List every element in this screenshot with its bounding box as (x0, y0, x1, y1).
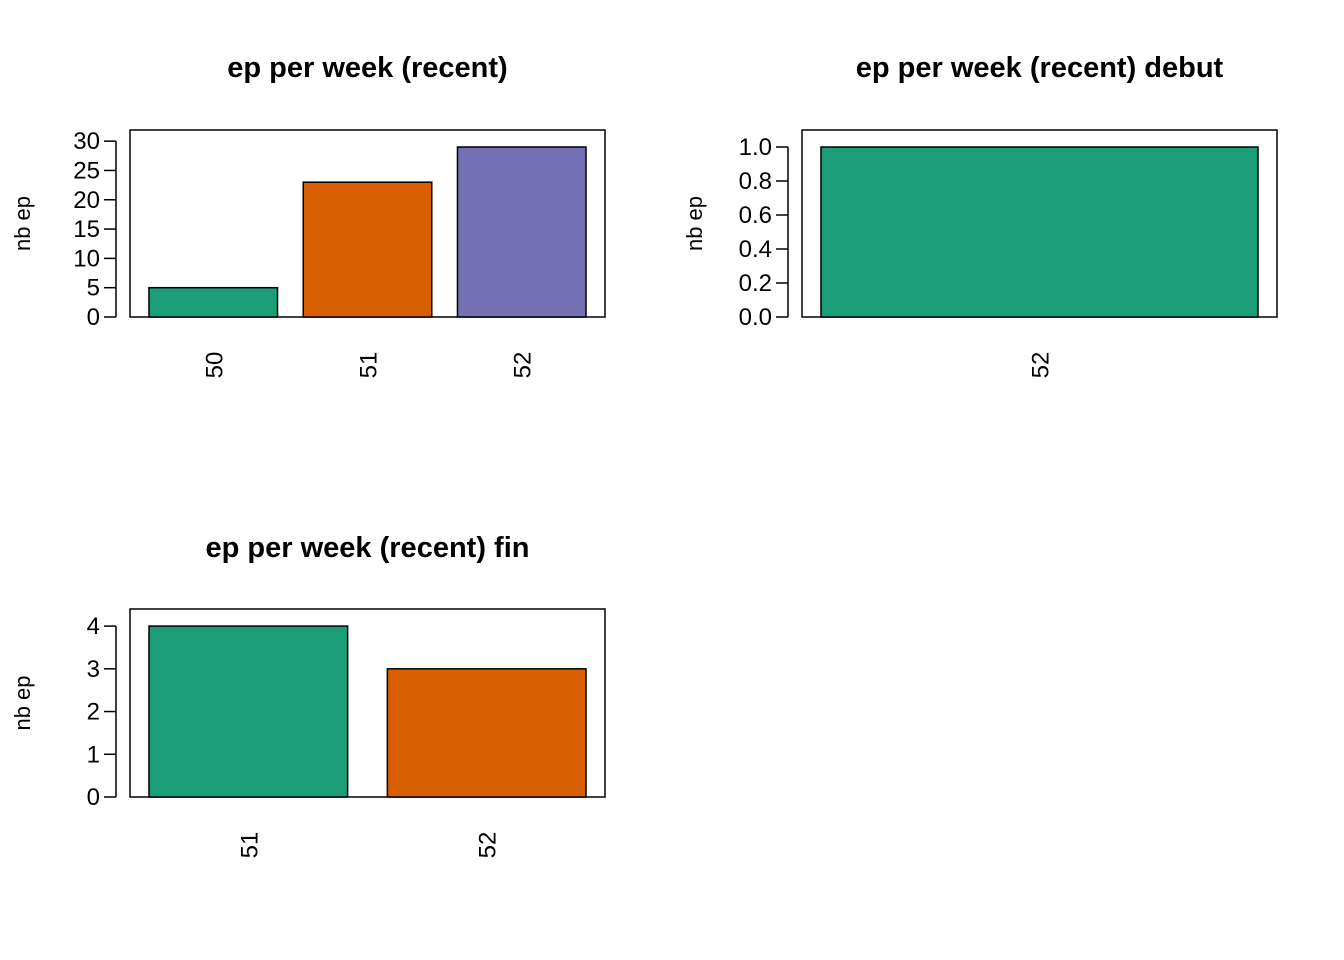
y-tick-label: 0.6 (739, 202, 772, 229)
y-tick-label: 0.8 (739, 168, 772, 195)
chart-panel-3: ep per week (recent) fin nb ep 51 52 0 1 2 3 4 (10, 532, 606, 859)
bar-51 (302, 181, 433, 318)
y-tick-label: 5 (87, 275, 100, 302)
y-tick-label: 20 (73, 187, 100, 214)
bar-52 (456, 146, 587, 318)
x-tick-label: 50 (201, 352, 228, 379)
y-tick-label: 3 (87, 656, 100, 683)
chart-title: ep per week (recent) (227, 52, 507, 84)
bar-52 (820, 146, 1259, 318)
x-tick-label: 51 (356, 352, 383, 379)
chart-panel-2: ep per week (recent) debut nb ep 52 0.0 0.2 0… (682, 52, 1278, 379)
y-tick-label: 15 (73, 216, 100, 243)
bar-51 (148, 625, 349, 798)
y-tick-label: 30 (73, 128, 100, 155)
y-tick-label: 0 (87, 784, 100, 811)
bar-50 (148, 286, 279, 318)
x-tick-label: 51 (236, 832, 263, 859)
y-tick-label: 0.4 (739, 236, 772, 263)
y-tick-label: 0.2 (739, 270, 772, 297)
bar-52 (386, 668, 587, 798)
x-tick-label: 52 (475, 832, 502, 859)
chart-title: ep per week (recent) debut (856, 52, 1224, 84)
y-tick-label: 1 (87, 741, 100, 768)
y-tick-label: 1.0 (739, 134, 772, 161)
y-tick-label: 0 (87, 304, 100, 331)
x-tick-label: 52 (510, 352, 537, 379)
plot-frame (129, 608, 606, 798)
chart-title: ep per week (recent) fin (206, 532, 530, 564)
x-tick-label: 52 (1028, 352, 1055, 379)
y-tick-label: 2 (87, 699, 100, 726)
y-axis-label: nb ep (10, 675, 35, 730)
y-axis-label: nb ep (682, 196, 707, 251)
y-tick-label: 4 (87, 613, 100, 640)
y-tick-label: 10 (73, 245, 100, 272)
y-tick-label: 25 (73, 157, 100, 184)
y-axis-label: nb ep (10, 196, 35, 251)
y-tick-label: 0.0 (739, 304, 772, 331)
